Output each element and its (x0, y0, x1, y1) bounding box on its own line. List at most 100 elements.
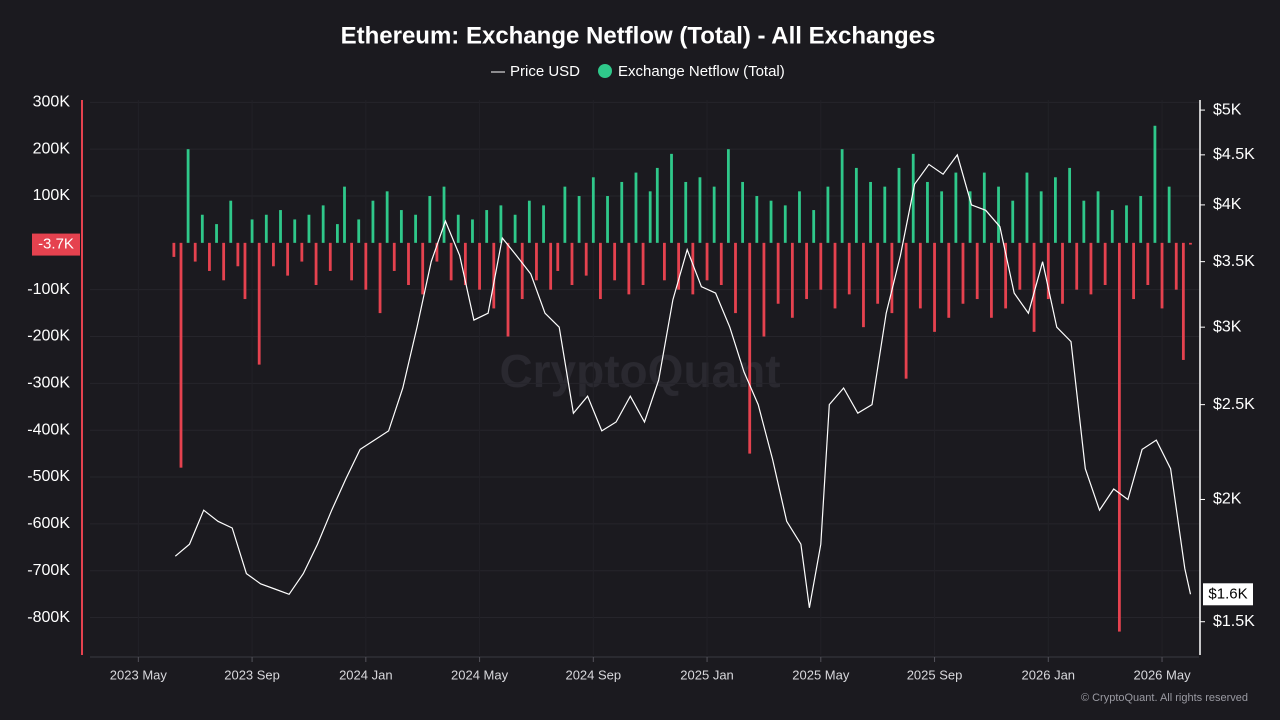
bar (790, 242, 794, 318)
y-tick-label: 100K (33, 187, 71, 204)
legend-label: Exchange Netflow (Total) (618, 63, 785, 80)
x-tick-label: 2024 Jan (339, 667, 393, 682)
bar (307, 214, 311, 243)
price-line (174, 153, 1192, 608)
bar (1053, 177, 1057, 243)
bar (314, 242, 318, 285)
bar (705, 242, 709, 281)
bar (250, 219, 254, 243)
bar (954, 172, 958, 243)
bar (1075, 242, 1079, 290)
bar (272, 242, 275, 267)
bar (1039, 191, 1043, 243)
bar (1181, 242, 1185, 360)
bar (982, 172, 986, 243)
x-tick-label: 2026 May (1133, 667, 1191, 682)
bar (783, 205, 787, 243)
legend-label: Price USD (510, 63, 580, 80)
bar (179, 242, 183, 468)
bar (542, 205, 545, 243)
bar (719, 242, 723, 285)
y2-tick-label: $2.5K (1213, 396, 1255, 413)
y-tick-label: -800K (27, 609, 70, 626)
bar (449, 242, 453, 281)
bar (854, 167, 858, 243)
bar (670, 153, 673, 243)
bar (933, 242, 936, 332)
y-tick-label: -700K (27, 562, 70, 579)
y-tick-label: -600K (27, 515, 70, 532)
bar (698, 177, 702, 243)
bar (684, 181, 688, 243)
last-value-label: -3.7K (38, 236, 74, 253)
bar (1025, 172, 1029, 243)
bar (1139, 196, 1143, 243)
bar (748, 242, 752, 454)
bar (876, 242, 880, 304)
bar (1004, 242, 1008, 309)
bar (1189, 242, 1192, 245)
bar (335, 224, 339, 243)
bar (1018, 242, 1022, 290)
bar (200, 214, 204, 243)
bar (414, 214, 417, 243)
bar (385, 191, 389, 243)
bar (961, 242, 965, 304)
bar (769, 200, 773, 243)
y-tick-label: 300K (33, 94, 71, 111)
bar (513, 214, 517, 243)
bar (1046, 242, 1050, 300)
bar (399, 210, 403, 243)
bar (1082, 200, 1086, 243)
bar (591, 177, 595, 243)
bar (1125, 205, 1128, 243)
bar (883, 186, 887, 243)
bar (357, 219, 361, 243)
bar (229, 200, 233, 243)
bar (990, 242, 993, 318)
x-tick-label: 2026 Jan (1022, 667, 1076, 682)
bar (300, 242, 304, 262)
bar (826, 186, 830, 243)
bar (257, 242, 261, 365)
watermark: CryptoQuant (499, 345, 780, 397)
bar (1110, 210, 1114, 243)
y2-tick-label: $4K (1213, 196, 1242, 213)
bar (442, 186, 446, 243)
bar (471, 219, 474, 243)
bar (947, 242, 951, 318)
bar (606, 196, 609, 243)
bar (641, 242, 645, 285)
x-tick-label: 2025 May (792, 667, 850, 682)
bar (613, 242, 617, 281)
bar (968, 191, 972, 243)
bar (1068, 167, 1072, 243)
bar (328, 242, 332, 271)
bar (741, 181, 745, 243)
last-price-label: $1.6K (1208, 585, 1247, 602)
bar (726, 149, 730, 243)
bar (918, 242, 922, 309)
bar (428, 196, 432, 243)
legend-dot (598, 64, 612, 78)
x-tick-label: 2024 May (451, 667, 509, 682)
bar (407, 242, 410, 285)
x-tick-label: 2025 Jan (680, 667, 734, 682)
bar (1011, 200, 1015, 243)
bar (911, 153, 915, 243)
bar (663, 242, 666, 281)
bar (840, 149, 844, 243)
y-tick-label: -400K (27, 421, 70, 438)
bar (1174, 242, 1178, 290)
bar (570, 242, 574, 285)
bar (712, 186, 716, 243)
bar (222, 242, 226, 281)
bar (634, 172, 638, 243)
bar (734, 242, 737, 314)
bar (371, 200, 375, 243)
bar (535, 242, 538, 281)
bar (805, 242, 808, 300)
bar (492, 242, 496, 309)
